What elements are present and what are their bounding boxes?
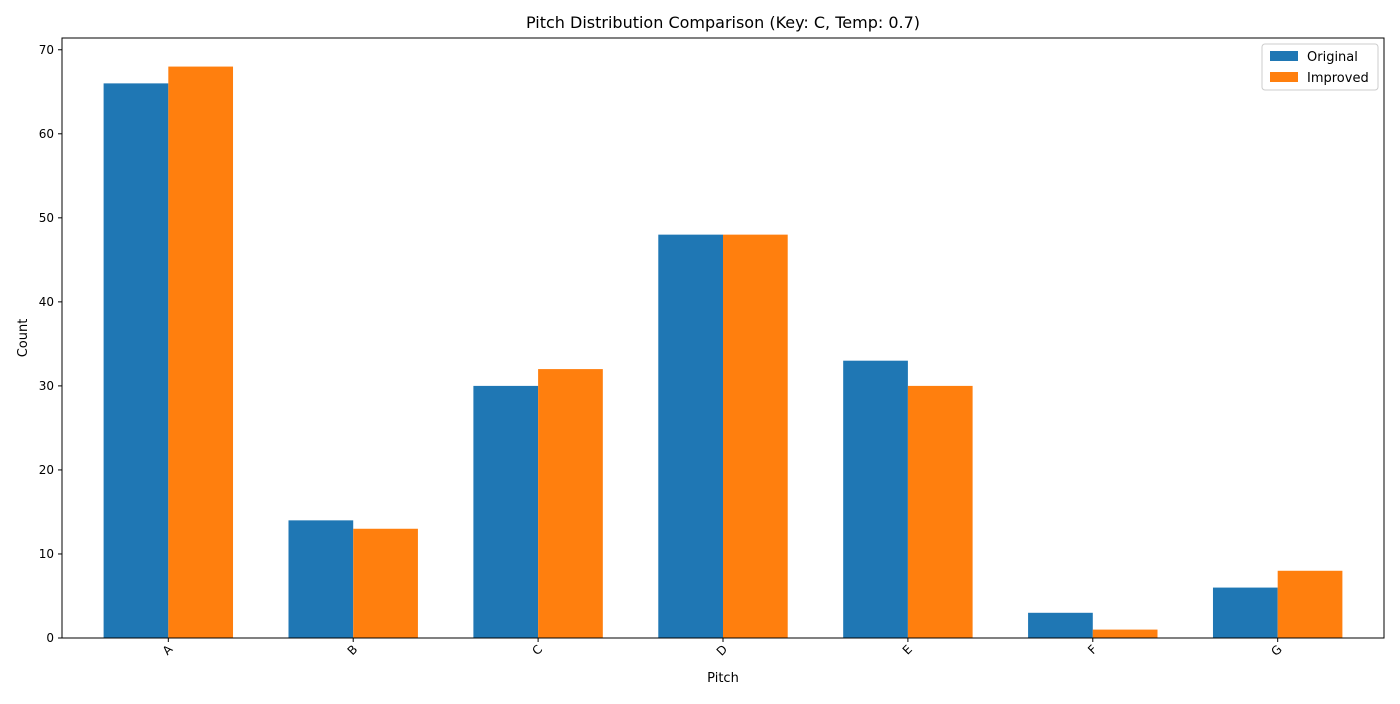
y-tick-label: 20 [39,463,54,477]
bar-original-c [473,385,539,638]
x-tick-label: C [529,642,545,658]
legend: Original Improved [1261,43,1379,91]
x-axis-label: Pitch [707,671,739,686]
bar-improved-e [907,385,973,638]
bar-original-e [843,360,908,638]
x-axis: A B C D E F G [160,638,1285,659]
legend-swatch-original [1270,51,1298,61]
bar-improved-d [723,234,788,638]
plot-area [103,66,1343,639]
legend-label-original: Original [1307,50,1358,65]
bar-improved-b [353,528,418,638]
y-axis-label: Count [16,319,31,358]
bar-original-a [103,83,169,638]
chart-title: Pitch Distribution Comparison (Key: C, T… [526,13,920,32]
bar-original-b [288,520,354,638]
bar-improved-c [538,369,603,638]
bar-improved-g [1277,570,1343,638]
x-tick-label: G [1268,642,1284,658]
bar-original-d [658,234,723,638]
legend-swatch-improved [1270,72,1298,82]
y-axis: 0 10 20 30 40 50 60 70 [39,43,62,645]
y-tick-label: 50 [39,211,54,225]
x-tick-label: E [900,642,915,657]
x-tick-label: F [1085,642,1100,657]
y-tick-label: 70 [39,43,54,57]
bar-improved-f [1092,629,1158,638]
bar-original-f [1028,612,1093,638]
y-tick-label: 60 [39,127,54,141]
bar-improved-a [168,66,234,639]
plot-frame [61,37,1385,639]
x-tick-label: D [714,642,730,658]
y-tick-label: 10 [39,547,54,561]
bar-original-g [1212,587,1278,638]
y-tick-label: 30 [39,379,54,393]
y-tick-label: 0 [46,631,54,645]
x-tick-label: B [345,642,361,658]
y-tick-label: 40 [39,295,54,309]
x-tick-label: A [160,642,176,658]
legend-label-improved: Improved [1307,71,1369,86]
